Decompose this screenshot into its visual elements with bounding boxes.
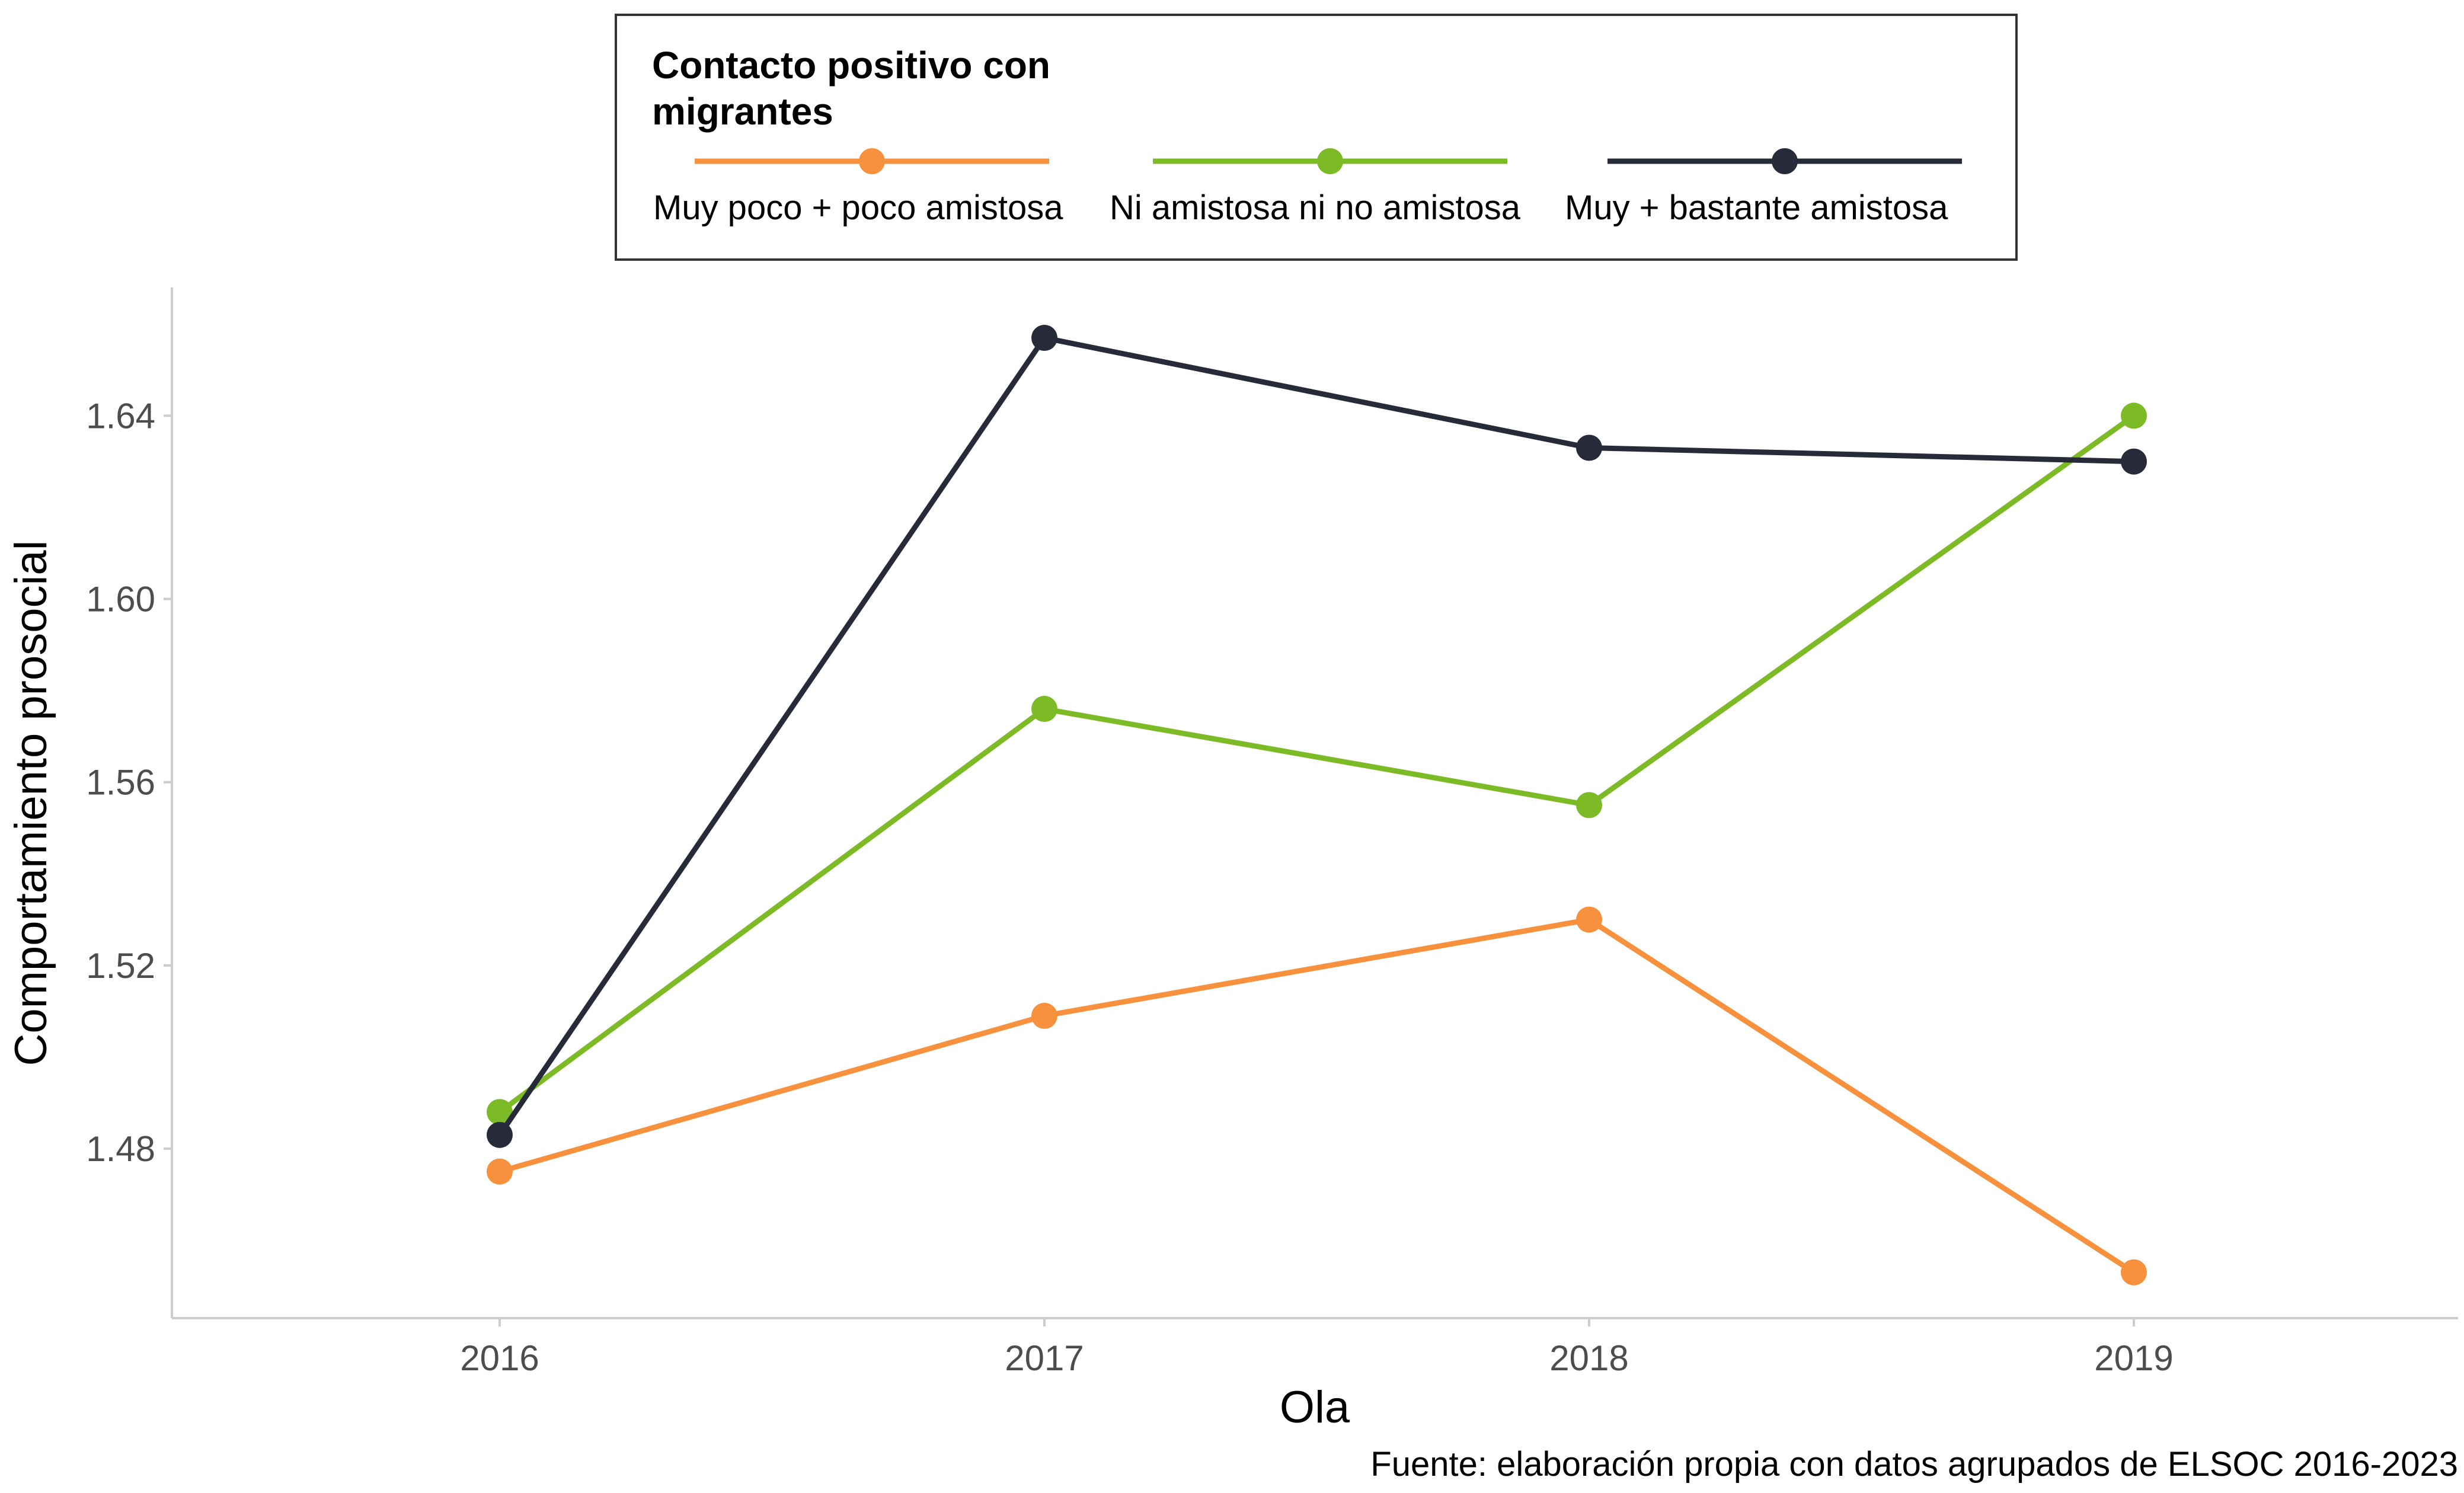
y-tick-label: 1.56	[86, 763, 155, 803]
series-muy-bastante-amistosa	[487, 325, 2147, 1148]
data-point	[1031, 696, 1057, 722]
y-tick-label: 1.48	[86, 1129, 155, 1169]
legend-title-line-1: Contacto positivo con	[652, 44, 1050, 87]
legend-key-point	[1317, 148, 1343, 174]
data-point	[487, 1121, 513, 1148]
legend-key-point	[1772, 148, 1798, 174]
y-tick-label: 1.52	[86, 946, 155, 986]
series-line	[497, 335, 2134, 1137]
series-ni-amistosa-ni-no-amistosa	[487, 402, 2147, 1126]
source-caption: Fuente: elaboración propia con datos agr…	[1370, 1445, 2458, 1484]
legend-keys: Muy poco + poco amistosa Ni amistosa ni n…	[653, 148, 1962, 227]
x-tick-label: 2019	[2094, 1338, 2173, 1378]
legend-label: Muy poco + poco amistosa	[653, 188, 1063, 227]
legend: Contacto positivo con migrantes Muy poco…	[615, 14, 2018, 261]
y-axis-title: Comportamiento prosocial	[6, 540, 56, 1066]
data-point	[1031, 1002, 1057, 1029]
series-line	[498, 917, 2136, 1275]
legend-label: Ni amistosa ni no amistosa	[1110, 188, 1521, 227]
x-ticks: 2016 2017 2018 2019	[460, 1318, 2174, 1378]
data-point	[1031, 325, 1057, 351]
series-line	[498, 413, 2136, 1114]
series-muy-poco-poco-amistosa	[487, 906, 2147, 1286]
data-point	[2121, 448, 2147, 475]
x-tick-label: 2018	[1549, 1338, 1628, 1378]
legend-box	[615, 14, 2018, 261]
data-point	[1576, 434, 1602, 461]
y-ticks: 1.48 1.52 1.56 1.60 1.64	[86, 396, 172, 1169]
series-layer	[487, 325, 2147, 1286]
legend-key-point	[859, 148, 885, 174]
x-axis-title: Ola	[1280, 1382, 1350, 1433]
x-tick-label: 2016	[460, 1338, 539, 1378]
data-point	[2121, 1259, 2147, 1286]
data-point	[487, 1099, 513, 1126]
data-point	[487, 1158, 513, 1185]
legend-title-line-2: migrantes	[652, 90, 833, 133]
x-tick-label: 2017	[1005, 1338, 1084, 1378]
legend-label: Muy + bastante amistosa	[1565, 188, 1948, 227]
data-point	[1576, 906, 1602, 933]
y-tick-label: 1.64	[86, 396, 155, 436]
data-point	[2121, 402, 2147, 429]
data-point	[1576, 792, 1602, 819]
y-tick-label: 1.60	[86, 580, 155, 619]
